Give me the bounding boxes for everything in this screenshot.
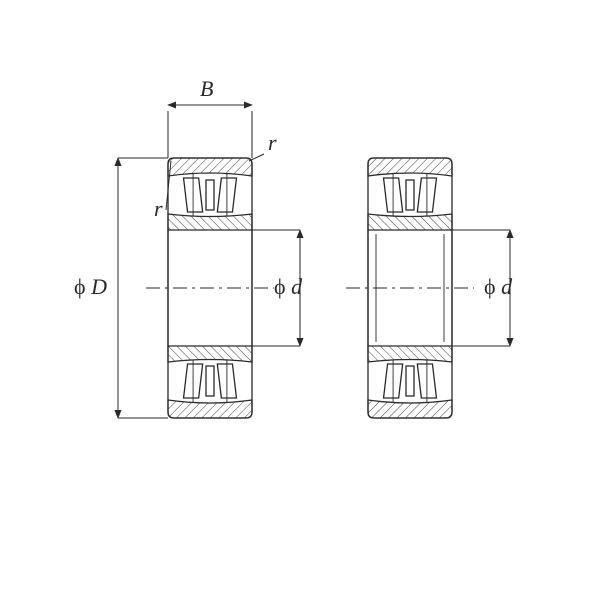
dim-label-phid-left: ϕ d: [274, 274, 303, 299]
dim-label-phiD: ϕ D: [74, 274, 107, 299]
label-r-top: r: [268, 130, 277, 155]
dim-label-phid-right: ϕ d: [484, 274, 513, 299]
dim-label-B: B: [200, 76, 213, 101]
bearing-diagram: Bϕ D ϕ d ϕ d r r: [0, 0, 600, 600]
label-r-left: r: [154, 196, 163, 221]
